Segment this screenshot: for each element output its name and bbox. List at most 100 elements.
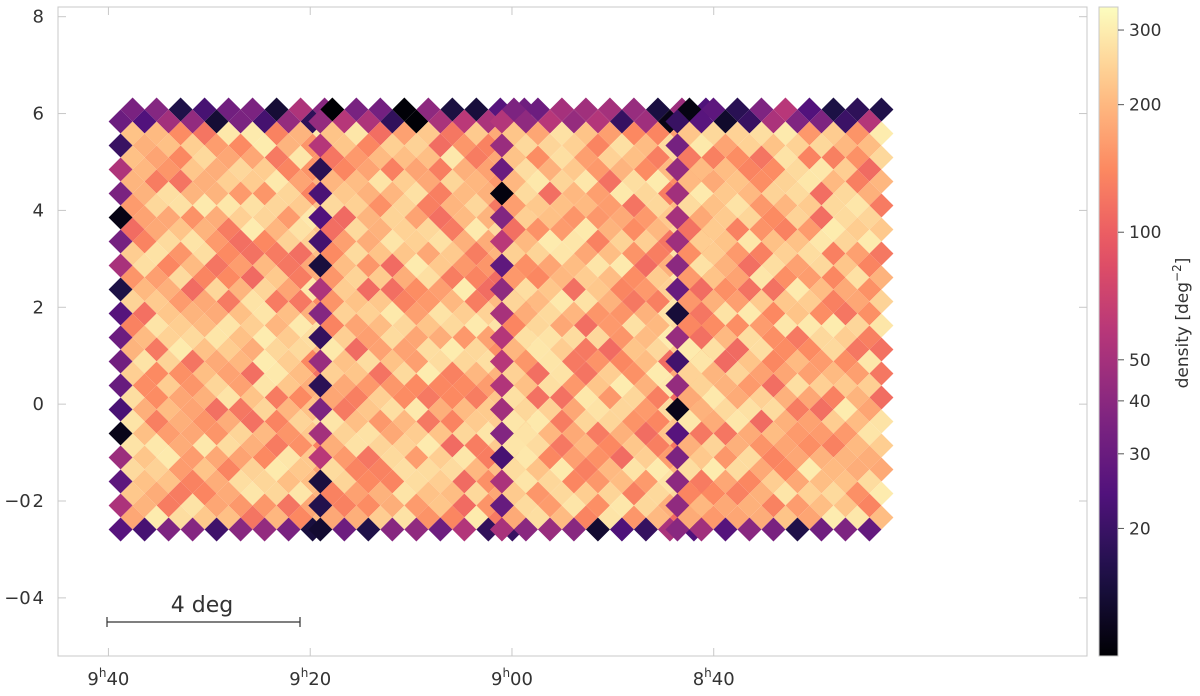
scale-bar-label: 4 deg: [171, 593, 233, 618]
density-tile: [452, 517, 477, 542]
density-tile: [833, 517, 858, 542]
density-tile: [713, 517, 738, 542]
density-tile: [489, 421, 514, 446]
density-tile: [513, 517, 538, 542]
density-tile: [561, 109, 586, 134]
density-tile: [252, 517, 277, 542]
density-tile: [476, 109, 501, 134]
y-tick-label: −0 4: [4, 588, 44, 609]
density-tile: [665, 109, 690, 134]
density-tile: [689, 109, 714, 134]
density-tile: [489, 301, 514, 326]
density-tile: [857, 517, 882, 542]
density-tile: [737, 517, 762, 542]
density-tile: [380, 517, 405, 542]
density-tile: [276, 109, 301, 134]
colorbar-ticks: 300 200 100 50 40 30 20: [1118, 21, 1161, 539]
colorbar: [1098, 6, 1119, 657]
density-tile: [132, 517, 157, 542]
y-axis: 8 6 4 2 0 −0 2 −0 4: [4, 7, 1087, 609]
y-tick-label: 4: [33, 200, 44, 221]
density-tile: [489, 469, 514, 494]
density-tile: [561, 517, 586, 542]
density-tile: [356, 109, 381, 134]
colorbar-tick-label: 300: [1129, 21, 1161, 41]
y-tick-label: 2: [33, 297, 44, 318]
density-tile: [489, 133, 514, 158]
density-tile: [609, 517, 634, 542]
density-tile: [489, 493, 514, 518]
density-tile: [489, 157, 514, 182]
density-tile: [204, 109, 229, 134]
density-tiles: [108, 97, 894, 542]
density-tile: [308, 517, 333, 542]
density-tile: [108, 517, 133, 542]
density-tile: [609, 109, 634, 134]
density-tile: [332, 109, 357, 134]
density-tile: [132, 109, 157, 134]
density-tile: [276, 517, 301, 542]
density-tile: [785, 517, 810, 542]
colorbar-tick-label: 20: [1129, 519, 1151, 539]
density-tile: [633, 109, 658, 134]
colorbar-label: density [deg−2]: [1170, 258, 1193, 389]
density-tile: [428, 109, 453, 134]
density-tile: [537, 517, 562, 542]
density-tile: [489, 373, 514, 398]
x-tick-label: 9h40: [87, 666, 129, 690]
density-tile: [665, 517, 690, 542]
x-tick-label: 9h00: [491, 666, 533, 690]
density-tile: [252, 109, 277, 134]
density-tile: [489, 397, 514, 422]
density-tile: [737, 109, 762, 134]
density-tile: [537, 109, 562, 134]
density-tile: [356, 517, 381, 542]
density-tile: [452, 109, 477, 134]
density-tile: [489, 349, 514, 374]
density-tile: [761, 109, 786, 134]
density-tile: [489, 277, 514, 302]
density-tile: [713, 109, 738, 134]
plot-frame: [57, 6, 1088, 657]
density-tile: [180, 109, 205, 134]
y-tick-label: 0: [33, 394, 44, 415]
density-tile: [156, 517, 181, 542]
density-tile: [489, 445, 514, 470]
density-tile: [489, 253, 514, 278]
density-tile: [857, 109, 882, 134]
density-tile: [489, 181, 514, 206]
colorbar-tick-label: 50: [1129, 351, 1151, 371]
density-tile: [489, 229, 514, 254]
colorbar-tick-label: 200: [1129, 96, 1161, 116]
density-tile: [833, 109, 858, 134]
density-tile: [585, 517, 610, 542]
density-tile: [489, 205, 514, 230]
y-tick-label: 6: [33, 104, 44, 125]
density-tile: [489, 109, 514, 134]
density-tile: [108, 109, 133, 134]
density-tile: [428, 517, 453, 542]
density-tile: [809, 109, 834, 134]
x-tick-label: 9h20: [289, 666, 331, 690]
scale-bar: 4 deg: [106, 593, 301, 627]
density-tile: [513, 109, 538, 134]
density-tile: [404, 109, 429, 134]
x-axis: 9h40 9h20 9h00 8h40: [87, 7, 735, 690]
density-tile: [228, 109, 253, 134]
colorbar-tick-label: 40: [1129, 392, 1151, 412]
density-tile: [633, 517, 658, 542]
y-tick-label: 8: [33, 7, 44, 28]
density-tile: [489, 325, 514, 350]
density-tile: [228, 517, 253, 542]
density-tile: [476, 517, 501, 542]
density-tile: [585, 109, 610, 134]
density-tile: [380, 109, 405, 134]
colorbar-tick-label: 100: [1129, 223, 1161, 243]
density-tile: [332, 517, 357, 542]
density-tile: [180, 517, 205, 542]
density-tile: [156, 109, 181, 134]
density-tile: [404, 517, 429, 542]
density-tile: [204, 517, 229, 542]
y-tick-label: −0 2: [4, 491, 44, 512]
